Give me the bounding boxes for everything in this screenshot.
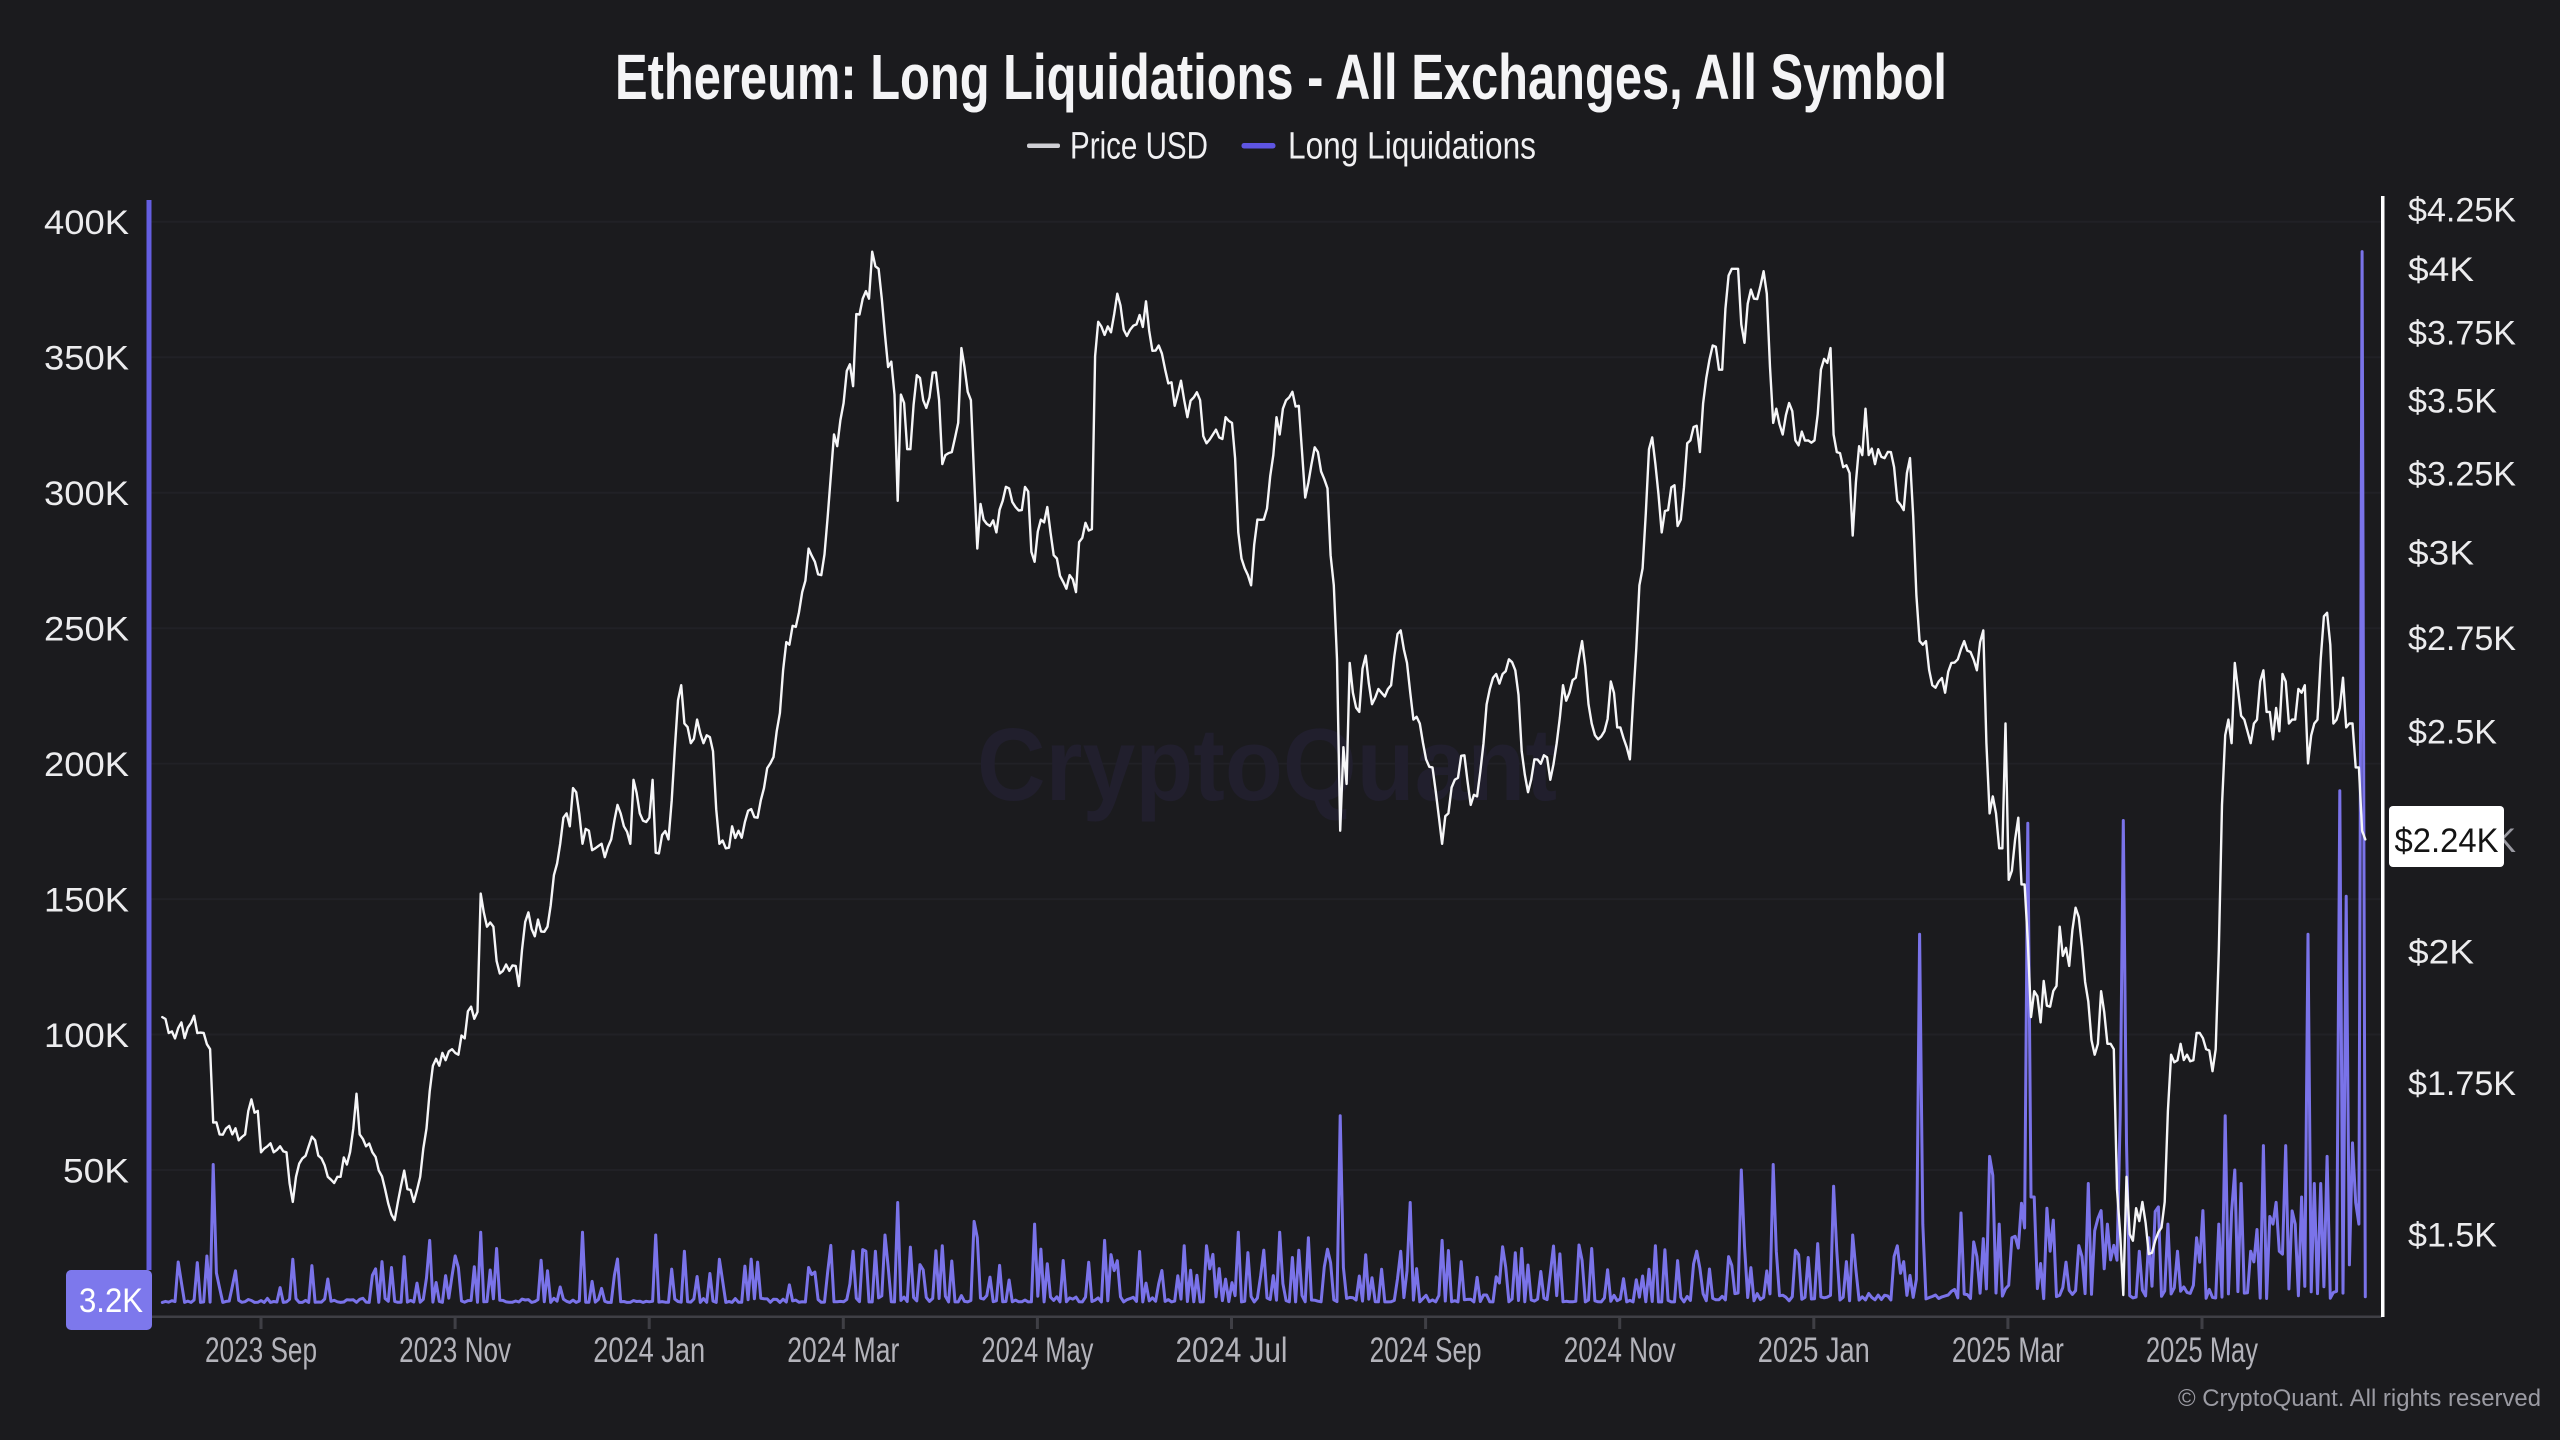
svg-text:2024 Mar: 2024 Mar: [787, 1331, 899, 1370]
svg-text:Ethereum: Long Liquidations -: Ethereum: Long Liquidations - All Exchan…: [615, 41, 1947, 113]
svg-text:2024 Jan: 2024 Jan: [593, 1331, 705, 1370]
svg-text:Long Liquidations: Long Liquidations: [1288, 126, 1536, 168]
svg-text:2023 Sep: 2023 Sep: [205, 1331, 317, 1370]
svg-text:2024 May: 2024 May: [981, 1331, 1093, 1370]
svg-text:2023 Nov: 2023 Nov: [399, 1331, 511, 1370]
svg-text:$2K: $2K: [2408, 933, 2474, 971]
svg-text:2025 May: 2025 May: [2146, 1331, 2258, 1370]
svg-text:$3K: $3K: [2408, 534, 2474, 572]
svg-text:$3.75K: $3.75K: [2408, 315, 2516, 353]
svg-text:200K: 200K: [44, 746, 129, 784]
svg-text:$1.5K: $1.5K: [2408, 1217, 2497, 1255]
svg-text:2024 Nov: 2024 Nov: [1564, 1331, 1676, 1370]
svg-text:$2.5K: $2.5K: [2408, 714, 2497, 752]
svg-text:$3.5K: $3.5K: [2408, 383, 2497, 421]
svg-text:$4.25K: $4.25K: [2408, 192, 2516, 230]
svg-text:50K: 50K: [63, 1152, 129, 1190]
svg-text:2024 Sep: 2024 Sep: [1370, 1331, 1482, 1370]
svg-text:$4K: $4K: [2408, 251, 2474, 289]
svg-text:250K: 250K: [44, 611, 129, 649]
svg-text:350K: 350K: [44, 340, 129, 378]
svg-text:100K: 100K: [44, 1017, 129, 1055]
svg-text:$3.25K: $3.25K: [2408, 456, 2516, 494]
svg-text:$1.75K: $1.75K: [2408, 1065, 2516, 1103]
svg-text:$2.75K: $2.75K: [2408, 620, 2516, 658]
svg-text:2024 Jul: 2024 Jul: [1176, 1331, 1288, 1370]
svg-text:3.2K: 3.2K: [79, 1282, 143, 1320]
svg-text:150K: 150K: [44, 882, 129, 920]
svg-text:400K: 400K: [44, 204, 129, 242]
svg-text:2025 Jan: 2025 Jan: [1758, 1331, 1870, 1370]
svg-text:$2.24K: $2.24K: [2395, 822, 2499, 860]
svg-text:2025 Mar: 2025 Mar: [1952, 1331, 2064, 1370]
svg-text:Price USD: Price USD: [1070, 126, 1208, 168]
svg-text:© CryptoQuant. All rights rese: © CryptoQuant. All rights reserved: [2178, 1385, 2541, 1412]
svg-text:300K: 300K: [44, 475, 129, 513]
